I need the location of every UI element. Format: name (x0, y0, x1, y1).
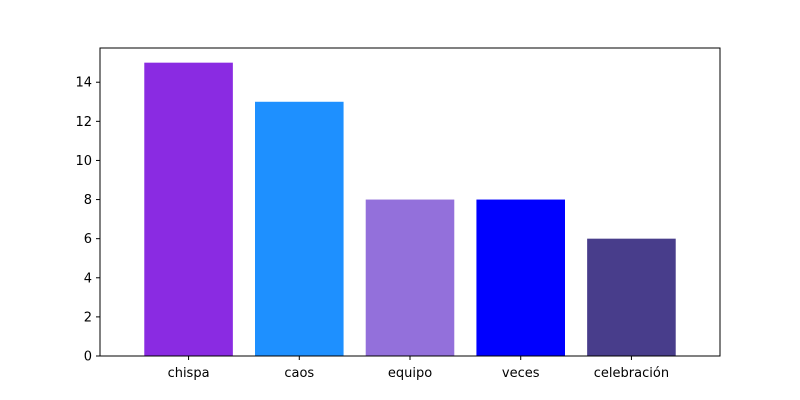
x-tick-label: veces (502, 366, 540, 381)
bar-1 (255, 101, 344, 357)
y-tick-label: 6 (84, 232, 92, 247)
y-tick-label: 8 (84, 193, 92, 208)
bar-3 (476, 199, 565, 356)
x-tick-label: caos (284, 366, 314, 381)
y-tick-label: 0 (84, 350, 92, 365)
y-axis: 0 2 4 6 8 10 12 14 (75, 76, 100, 365)
x-axis: chispa caos equipo veces celebración (168, 356, 669, 381)
y-tick-label: 2 (84, 310, 92, 325)
y-tick-label: 10 (75, 154, 92, 169)
y-tick-label: 12 (75, 115, 92, 130)
bar-4 (587, 238, 676, 356)
bar-0 (144, 62, 233, 357)
bar-2 (365, 199, 455, 356)
x-tick-label: chispa (168, 366, 210, 381)
y-tick-label: 14 (75, 76, 92, 91)
x-tick-label: celebración (594, 366, 669, 381)
x-tick-label: equipo (388, 366, 432, 381)
y-tick-label: 4 (84, 271, 92, 286)
plot-frame (99, 47, 721, 357)
bars-group (144, 62, 676, 357)
